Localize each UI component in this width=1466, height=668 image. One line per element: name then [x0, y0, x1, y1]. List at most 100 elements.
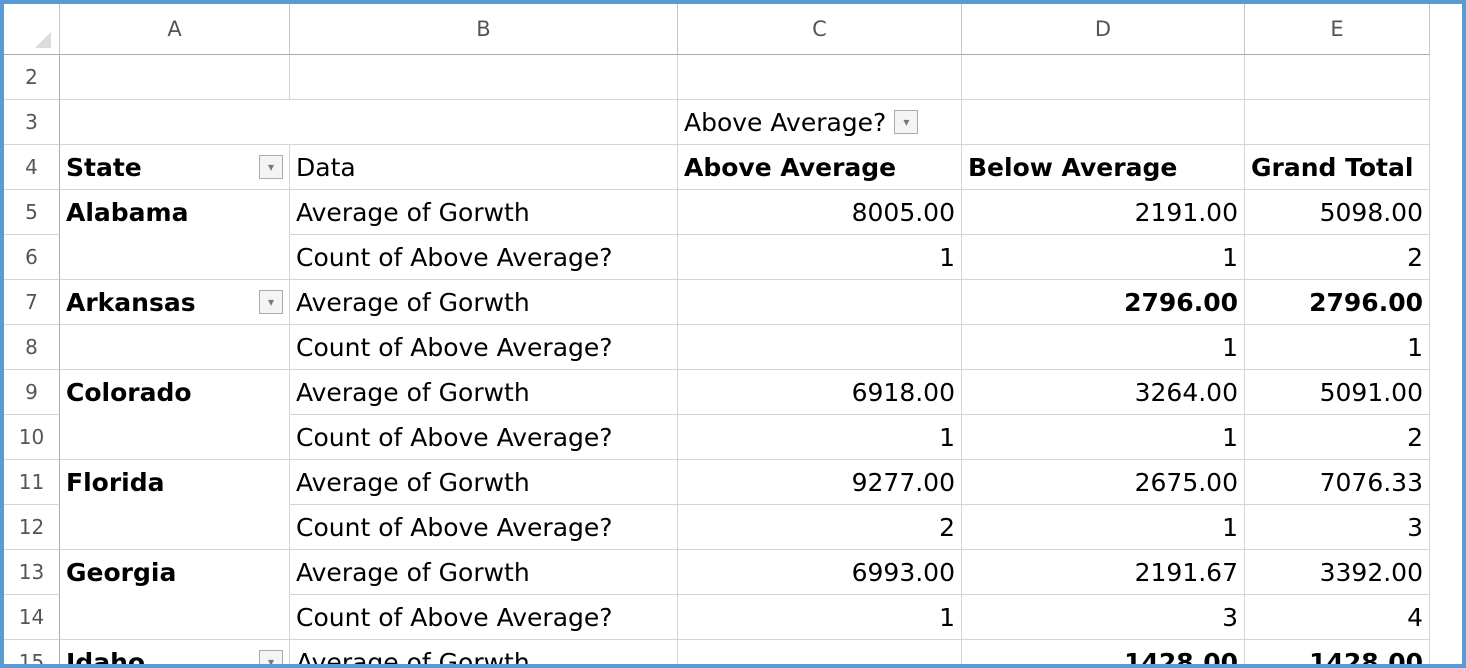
cell[interactable]: Count of Above Average?	[290, 505, 678, 550]
cell[interactable]	[678, 640, 962, 664]
cell[interactable]	[290, 100, 678, 145]
cell[interactable]: 5098.00	[1245, 190, 1430, 235]
cell[interactable]: Colorado	[60, 370, 290, 415]
cell[interactable]	[60, 325, 290, 370]
cell-text: 5	[25, 200, 38, 224]
cell[interactable]	[678, 55, 962, 100]
cell[interactable]: 3264.00	[962, 370, 1245, 415]
cell[interactable]: 1	[678, 595, 962, 640]
row-number[interactable]: 14	[4, 595, 60, 640]
row-number[interactable]: 6	[4, 235, 60, 280]
cell[interactable]: 3	[1245, 505, 1430, 550]
cell[interactable]: Average of Gorwth	[290, 370, 678, 415]
cell[interactable]: 1428.00	[1245, 640, 1430, 664]
cell[interactable]: 5091.00	[1245, 370, 1430, 415]
cell-text: 1428.00	[1124, 647, 1238, 668]
cell-text: 1	[939, 422, 955, 452]
row-number[interactable]: 4	[4, 145, 60, 190]
column-header[interactable]: D	[962, 4, 1245, 55]
cell-text: Count of Above Average?	[296, 332, 613, 362]
cell[interactable]: 1	[678, 415, 962, 460]
cell[interactable]	[962, 55, 1245, 100]
cell[interactable]: 4	[1245, 595, 1430, 640]
cell[interactable]: Alabama	[60, 190, 290, 235]
cell[interactable]: 2	[1245, 235, 1430, 280]
cell[interactable]: Above Average? ▾	[678, 100, 962, 145]
cell[interactable]: Grand Total	[1245, 145, 1430, 190]
filter-button[interactable]: ▾	[259, 650, 283, 664]
cell[interactable]: 8005.00	[678, 190, 962, 235]
row-number[interactable]: 13	[4, 550, 60, 595]
cell[interactable]: Count of Above Average?	[290, 595, 678, 640]
cell[interactable]	[60, 235, 290, 280]
row-number[interactable]: 2	[4, 55, 60, 100]
cell[interactable]: Count of Above Average?	[290, 235, 678, 280]
cell[interactable]: 1	[962, 235, 1245, 280]
cell[interactable]: 6918.00	[678, 370, 962, 415]
cell[interactable]: 7076.33	[1245, 460, 1430, 505]
cell-text: Above Average	[684, 152, 897, 182]
cell-text: Above Average?	[684, 107, 887, 137]
cell[interactable]: Average of Gorwth	[290, 190, 678, 235]
cell[interactable]	[678, 325, 962, 370]
cell[interactable]	[1245, 55, 1430, 100]
cell[interactable]: 1	[962, 415, 1245, 460]
cell[interactable]: 2675.00	[962, 460, 1245, 505]
cell[interactable]: Above Average	[678, 145, 962, 190]
cell[interactable]: 1	[962, 505, 1245, 550]
cell[interactable]	[60, 100, 290, 145]
cell[interactable]: 1	[1245, 325, 1430, 370]
cell[interactable]	[678, 280, 962, 325]
cell[interactable]	[60, 55, 290, 100]
row-number[interactable]: 7	[4, 280, 60, 325]
cell[interactable]: State ▾	[60, 145, 290, 190]
cell[interactable]: 1	[678, 235, 962, 280]
cell[interactable]	[290, 55, 678, 100]
row-number[interactable]: 9	[4, 370, 60, 415]
row-number[interactable]: 15	[4, 640, 60, 664]
row-number[interactable]: 12	[4, 505, 60, 550]
column-header[interactable]: E	[1245, 4, 1430, 55]
cell[interactable]: 2	[678, 505, 962, 550]
cell[interactable]: Average of Gorwth	[290, 460, 678, 505]
cell[interactable]: 2796.00	[962, 280, 1245, 325]
cell[interactable]: 9277.00	[678, 460, 962, 505]
cell[interactable]: Average of Gorwth	[290, 550, 678, 595]
cell[interactable]: 2191.67	[962, 550, 1245, 595]
cell[interactable]: 3	[962, 595, 1245, 640]
cell[interactable]: Data	[290, 145, 678, 190]
cell[interactable]	[962, 100, 1245, 145]
cell[interactable]: 2796.00	[1245, 280, 1430, 325]
cell[interactable]: 3392.00	[1245, 550, 1430, 595]
row-number[interactable]: 10	[4, 415, 60, 460]
cell[interactable]: Average of Gorwth	[290, 280, 678, 325]
cell[interactable]: Georgia	[60, 550, 290, 595]
cell[interactable]	[60, 505, 290, 550]
column-header[interactable]: B	[290, 4, 678, 55]
row-number[interactable]: 5	[4, 190, 60, 235]
cell[interactable]: Florida	[60, 460, 290, 505]
cell[interactable]: 6993.00	[678, 550, 962, 595]
cell[interactable]: Arkansas ▾	[60, 280, 290, 325]
row-number[interactable]: 3	[4, 100, 60, 145]
column-header[interactable]: C	[678, 4, 962, 55]
cell[interactable]: Idaho ▾	[60, 640, 290, 664]
cell[interactable]: 1428.00	[962, 640, 1245, 668]
filter-button[interactable]: ▾	[894, 110, 919, 134]
cell[interactable]: Average of Gorwth	[290, 640, 678, 664]
cell[interactable]	[60, 415, 290, 460]
row-number[interactable]: 11	[4, 460, 60, 505]
filter-button[interactable]: ▾	[259, 290, 283, 314]
cell[interactable]: Below Average	[962, 145, 1245, 190]
cell[interactable]: Count of Above Average?	[290, 415, 678, 460]
filter-button[interactable]: ▾	[259, 155, 283, 179]
row-number[interactable]: 8	[4, 325, 60, 370]
cell[interactable]: Count of Above Average?	[290, 325, 678, 370]
cell[interactable]: 2191.00	[962, 190, 1245, 235]
cell[interactable]: 1	[962, 325, 1245, 370]
cell[interactable]	[60, 595, 290, 640]
column-header[interactable]: A	[60, 4, 290, 55]
corner[interactable]	[4, 4, 60, 55]
cell[interactable]: 2	[1245, 415, 1430, 460]
cell[interactable]	[1245, 100, 1430, 145]
